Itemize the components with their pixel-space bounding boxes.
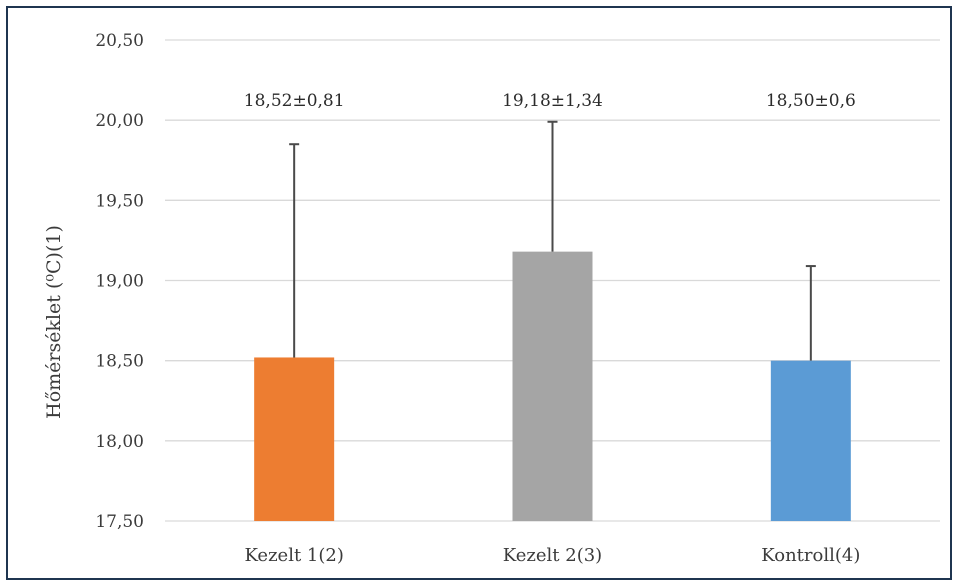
y-tick-label: 18,00 [95,432,144,452]
error-bars [289,120,816,361]
y-tick-labels: 17,50 18,00 18,50 19,00 19,50 20,00 20,50 [95,31,144,532]
category-label: Kezelt 1(2) [244,545,343,566]
y-axis-label: Hőmérséklet (⁰C)(1) [43,225,65,419]
y-tick-label: 19,50 [95,191,144,211]
data-label: 19,18±1,34 [502,91,603,111]
y-tick-label: 18,50 [95,352,144,372]
category-labels: Kezelt 1(2) Kezelt 2(3) Kontroll(4) [244,545,860,566]
bar [512,251,593,521]
bar [254,357,335,521]
y-tick-label: 17,50 [95,512,144,532]
bars [254,251,851,521]
category-label: Kezelt 2(3) [503,545,602,566]
y-tick-label: 19,00 [95,272,144,292]
y-tick-label: 20,50 [95,31,144,51]
bar [770,360,851,521]
data-labels: 18,52±0,81 19,18±1,34 18,50±0,6 [244,91,856,111]
data-label: 18,52±0,81 [244,91,345,111]
data-label: 18,50±0,6 [766,91,856,111]
category-label: Kontroll(4) [761,545,860,566]
y-tick-label: 20,00 [95,111,144,131]
